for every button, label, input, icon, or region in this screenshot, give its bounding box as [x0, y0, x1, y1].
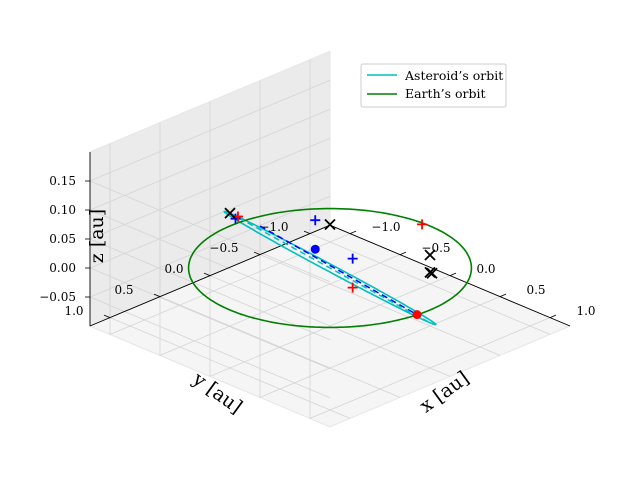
- legend-box: [360, 63, 507, 108]
- x-tick-3: [499, 293, 507, 297]
- y-tick-label-4: 1.0: [64, 304, 83, 318]
- y-tick-3: [153, 293, 161, 297]
- z-tick-label-1: 0.00: [49, 261, 76, 275]
- y-tick-4: [103, 314, 111, 318]
- black-x-marker-4: [426, 267, 438, 279]
- series-layer: [187, 207, 473, 329]
- blue-plus-marker-1: [310, 215, 321, 226]
- legend-label-earth: Earth’s orbit: [405, 86, 486, 101]
- x-tick-label-4: 1.0: [576, 304, 595, 318]
- y-tick-label-0: −1.0: [259, 220, 288, 234]
- legend: Asteroid’s orbit Earth’s orbit: [360, 63, 507, 108]
- x-tick-label-3: 0.5: [526, 283, 545, 297]
- y-tick-0: [303, 230, 311, 234]
- x-tick-2: [449, 272, 457, 276]
- x-tick-label-1: −0.5: [421, 241, 450, 255]
- y-tick-label-3: 0.5: [114, 283, 133, 297]
- black-x-marker-2: [424, 249, 436, 261]
- black-x-marker-0: [224, 207, 236, 219]
- y-tick-2: [203, 272, 211, 276]
- orbit-line-1: [187, 207, 473, 329]
- z-axis-label: z [au]: [86, 209, 108, 263]
- x-tick-label-2: 0.0: [476, 262, 495, 276]
- y-tick-label-1: −0.5: [209, 241, 238, 255]
- earth-position-dot: [412, 310, 422, 320]
- x-tick-1: [399, 251, 407, 255]
- z-tick-label-4: 0.15: [49, 174, 76, 188]
- z-tick-label-3: 0.10: [49, 203, 76, 217]
- y-tick-label-2: 0.0: [164, 262, 183, 276]
- z-tick-label-2: 0.05: [49, 232, 76, 246]
- blue-plus-marker-2: [347, 253, 358, 264]
- orbit-line-0: [223, 210, 437, 326]
- x-tick-0: [349, 230, 357, 234]
- axis-panes: [88, 50, 572, 428]
- red-plus-marker-1: [417, 219, 428, 230]
- asteroid-position-dot: [310, 244, 320, 254]
- tick-labels: −1.0−0.50.00.51.0−1.0−0.50.00.51.0−0.050…: [39, 174, 595, 318]
- connector-0: [259, 225, 418, 316]
- red-plus-marker-2: [347, 282, 358, 293]
- connector-1: [229, 212, 431, 324]
- legend-label-asteroid: Asteroid’s orbit: [404, 68, 503, 83]
- y-tick-1: [253, 251, 261, 255]
- z-tick-label-0: −0.05: [39, 290, 76, 304]
- x-tick-4: [549, 314, 557, 318]
- black-x-marker-1: [324, 218, 336, 231]
- x-tick-label-0: −1.0: [371, 220, 400, 234]
- marker-layer: [224, 207, 438, 320]
